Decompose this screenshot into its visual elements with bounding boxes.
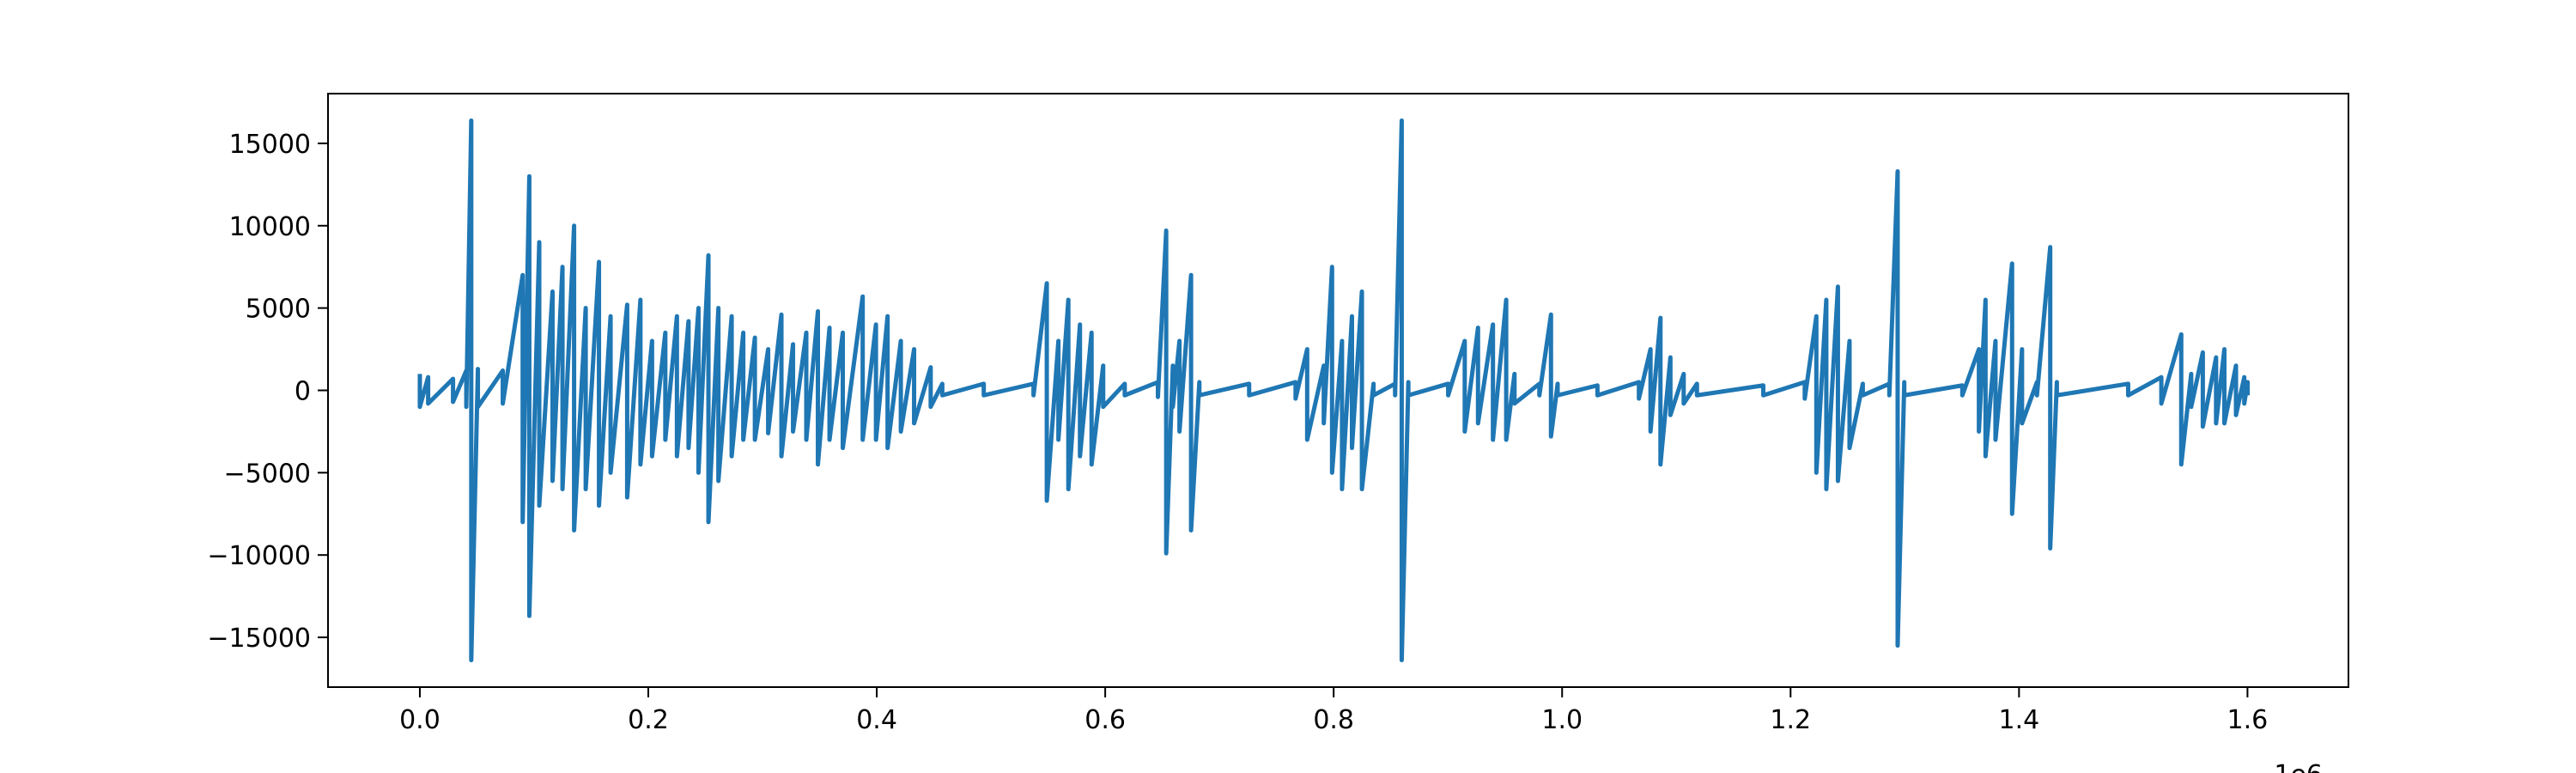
x-tick-label: 1.4: [1998, 705, 2039, 735]
x-tick-label: 1.0: [1541, 705, 1583, 735]
y-tick-label: −10000: [207, 541, 311, 571]
x-tick-label: 0.8: [1313, 705, 1354, 735]
waveform-line: [417, 118, 2251, 663]
x-tick-label: 0.6: [1084, 705, 1126, 735]
y-tick-label: 0: [295, 377, 311, 407]
y-tick-label: 5000: [246, 295, 311, 325]
y-tick-label: −15000: [207, 624, 311, 654]
x-tick-label: 0.4: [856, 705, 897, 735]
x-tick-label: 0.0: [399, 705, 440, 735]
x-offset-label: 1e6: [2274, 760, 2323, 773]
y-tick-label: 15000: [229, 130, 311, 160]
y-tick-label: 10000: [229, 212, 311, 242]
x-tick-label: 1.2: [1770, 705, 1811, 735]
y-tick-label: −5000: [224, 459, 311, 489]
x-tick-label: 1.6: [2227, 705, 2269, 735]
x-tick-label: 0.2: [628, 705, 669, 735]
plot-frame: [327, 93, 2349, 688]
